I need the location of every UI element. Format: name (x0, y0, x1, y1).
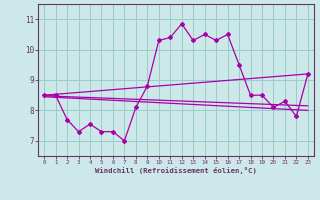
X-axis label: Windchill (Refroidissement éolien,°C): Windchill (Refroidissement éolien,°C) (95, 167, 257, 174)
